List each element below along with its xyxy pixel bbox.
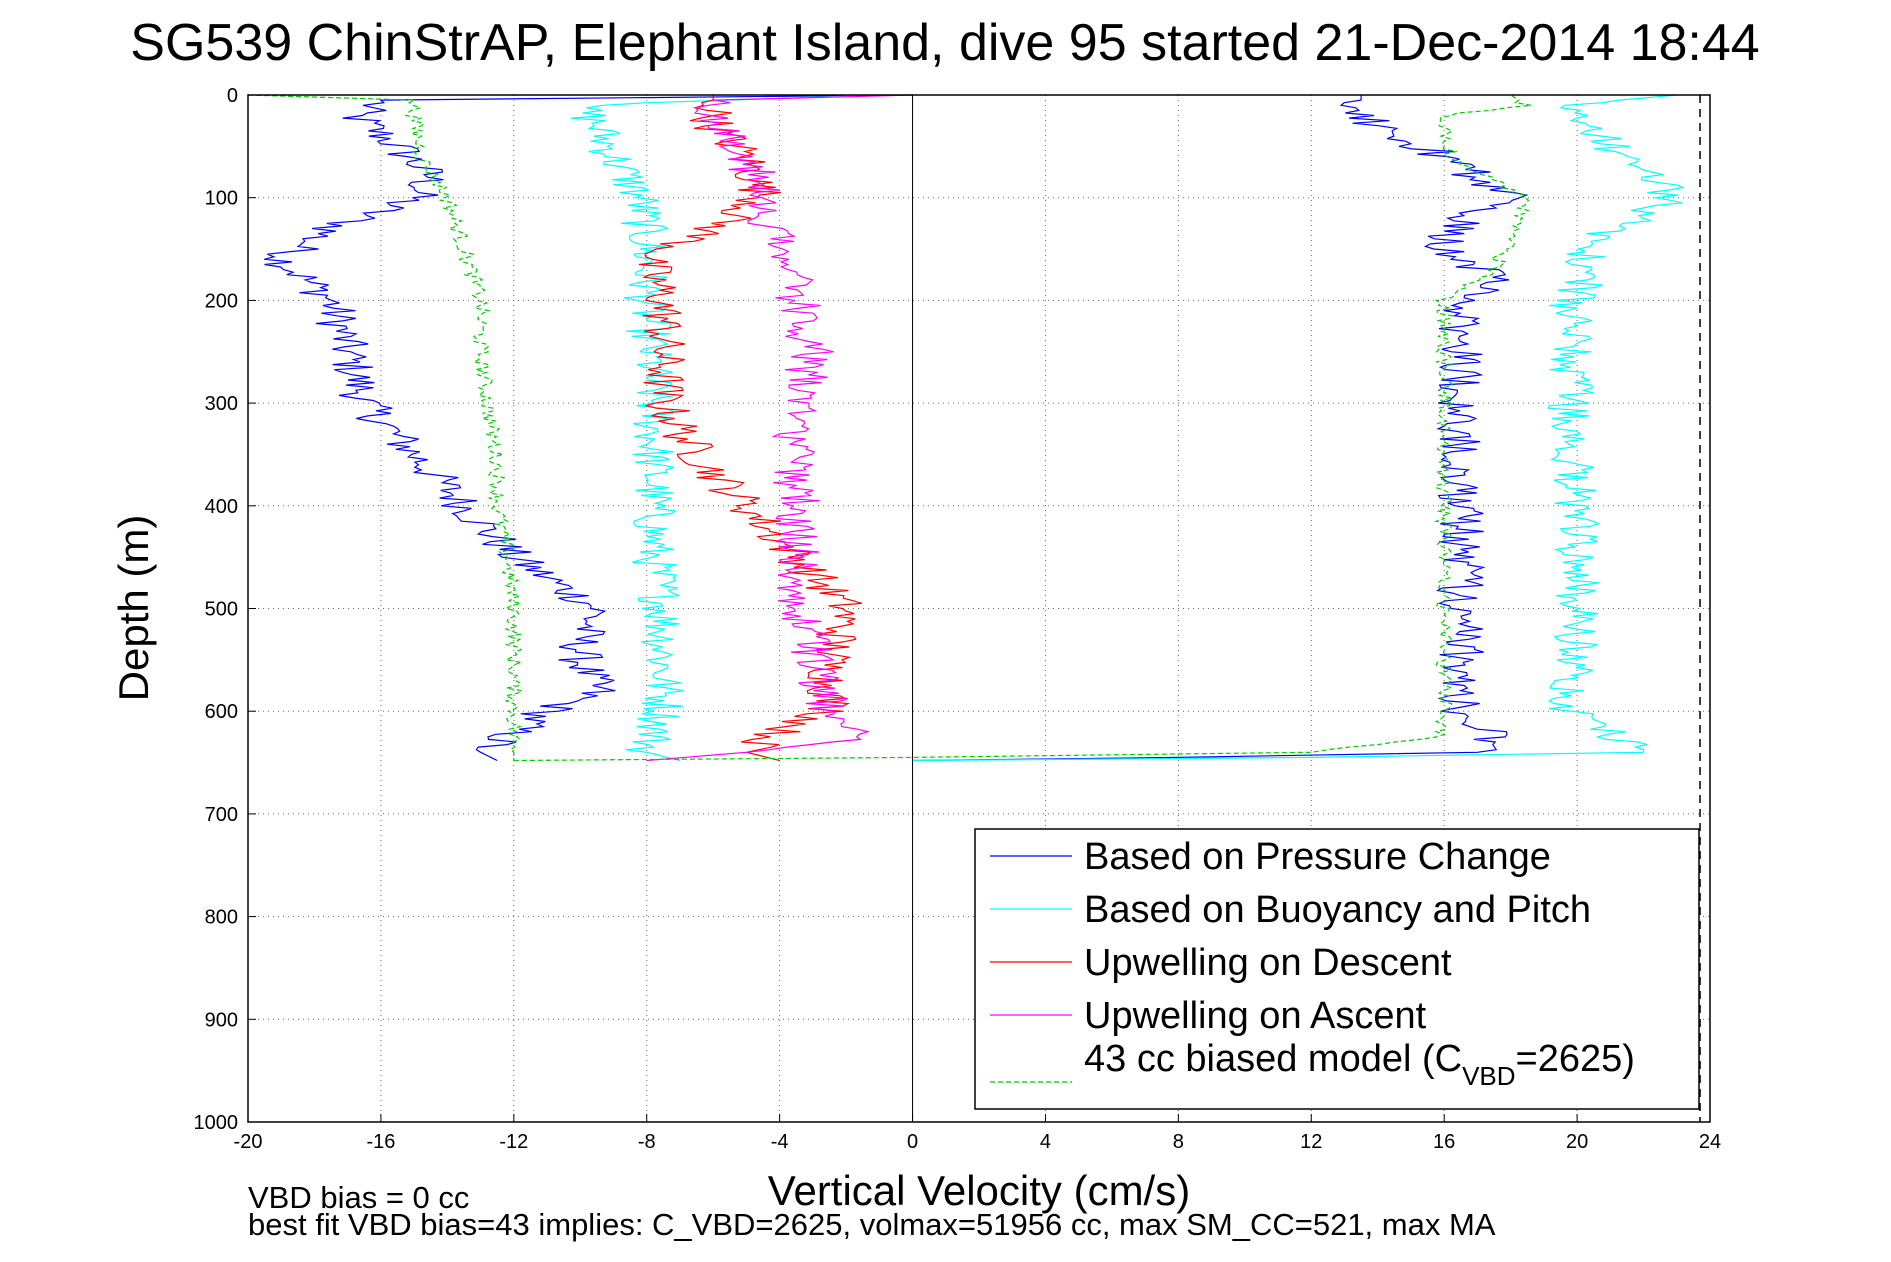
y-tick-label: 800 bbox=[205, 907, 238, 929]
series-line bbox=[912, 95, 1529, 762]
y-axis-label: Depth (m) bbox=[110, 515, 157, 702]
x-tick-label: 12 bbox=[1300, 1131, 1322, 1153]
y-tick-label: 0 bbox=[227, 85, 238, 107]
x-tick-label: 4 bbox=[1040, 1131, 1051, 1153]
series-line bbox=[264, 94, 913, 762]
y-tick-label: 500 bbox=[205, 599, 238, 621]
y-tick-label: 1000 bbox=[194, 1112, 239, 1134]
y-tick-label: 400 bbox=[205, 496, 238, 518]
series-line bbox=[247, 94, 524, 761]
y-tick-label: 900 bbox=[205, 1009, 238, 1031]
legend: Based on Pressure Change Based on Buoyanc… bbox=[974, 828, 1700, 1110]
series-line bbox=[513, 94, 1532, 762]
x-tick-label: 24 bbox=[1699, 1131, 1721, 1153]
x-tick-label: -12 bbox=[499, 1131, 528, 1153]
legend-label: 43 cc biased model (CVBD=2625) bbox=[1084, 1038, 1635, 1091]
legend-box bbox=[974, 828, 1700, 1110]
data-series bbox=[247, 94, 1685, 762]
y-tick-label: 200 bbox=[205, 290, 238, 312]
legend-label: Based on Pressure Change bbox=[1084, 836, 1551, 878]
chart-title: SG539 ChinStrAP, Elephant Island, dive 9… bbox=[130, 14, 1759, 72]
y-tick-label: 600 bbox=[205, 701, 238, 723]
x-tick-label: -4 bbox=[771, 1131, 789, 1153]
x-tick-label: 20 bbox=[1566, 1131, 1588, 1153]
x-axis-label: Vertical Velocity (cm/s) bbox=[768, 1167, 1190, 1214]
series-line bbox=[570, 94, 880, 762]
x-tick-label: 0 bbox=[907, 1131, 918, 1153]
x-tick-label: -16 bbox=[366, 1131, 395, 1153]
series-line bbox=[912, 94, 1685, 762]
y-tick-label: 100 bbox=[205, 188, 238, 210]
series-line bbox=[646, 94, 913, 762]
x-tick-label: -20 bbox=[234, 1131, 263, 1153]
legend-label: Upwelling on Descent bbox=[1084, 942, 1452, 984]
y-tick-label: 300 bbox=[205, 393, 238, 415]
legend-label: Upwelling on Ascent bbox=[1084, 995, 1427, 1037]
x-ticks: -20 -16 -12 -8 -4 0 4 8 12 16 20 24 bbox=[234, 1114, 1721, 1153]
x-tick-label: 16 bbox=[1433, 1131, 1455, 1153]
x-tick-label: -8 bbox=[638, 1131, 656, 1153]
vbd-bias-note: VBD bias = 0 cc bbox=[248, 1180, 469, 1215]
x-tick-label: 8 bbox=[1173, 1131, 1184, 1153]
best-fit-note: best fit VBD bias=43 implies: C_VBD=2625… bbox=[248, 1207, 1496, 1242]
y-tick-label: 700 bbox=[205, 804, 238, 826]
legend-label: Based on Buoyancy and Pitch bbox=[1084, 889, 1591, 931]
y-ticks: 0 100 200 300 400 500 600 700 800 900 1000 bbox=[194, 85, 256, 1134]
